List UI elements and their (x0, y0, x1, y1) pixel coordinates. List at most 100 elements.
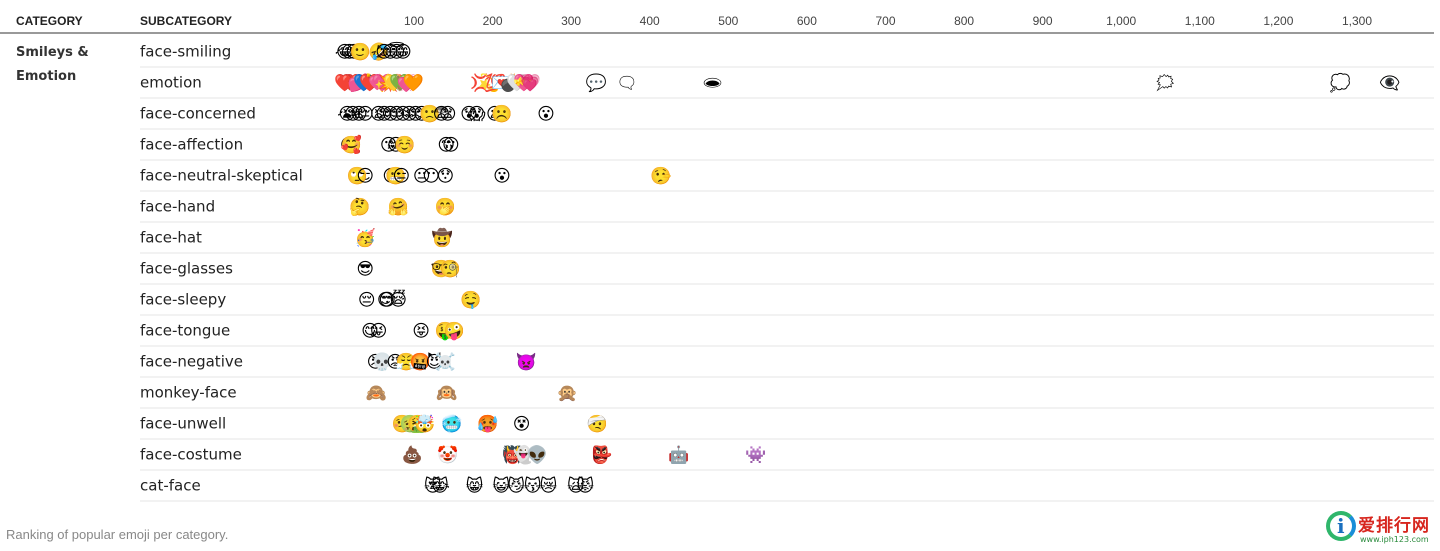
emoji-point[interactable]: 🤬 (410, 353, 431, 373)
emoji-point[interactable]: ☹️ (491, 105, 512, 125)
emoji-point[interactable]: 😏 (356, 167, 374, 187)
emoji-point[interactable]: 💔 (341, 74, 363, 94)
emoji-point[interactable]: 🙀 (567, 476, 585, 497)
emoji-point[interactable]: 🤣 (367, 42, 389, 63)
emoji-point[interactable]: 👺 (591, 444, 613, 466)
emoji-point[interactable]: 💣 (499, 73, 520, 94)
emoji-point[interactable]: 🙈 (366, 384, 387, 404)
emoji-point[interactable]: 💖 (372, 73, 394, 94)
emoji-point[interactable]: 😩 (350, 105, 368, 125)
emoji-point[interactable]: 🤑 (435, 322, 456, 342)
emoji-point[interactable]: 😢 (344, 105, 362, 125)
emoji-point[interactable]: 😕 (413, 105, 431, 125)
emoji-point[interactable]: 💥 (378, 73, 399, 94)
emoji-point[interactable]: 😻 (424, 476, 442, 497)
emoji-point[interactable]: 🤥 (650, 167, 671, 187)
emoji-point[interactable]: 🕳 (702, 74, 724, 94)
emoji-point[interactable]: 😎 (356, 260, 374, 280)
emoji-point[interactable]: 🤤 (460, 291, 481, 311)
emoji-point[interactable]: 💙 (353, 74, 375, 94)
emoji-point[interactable]: 😂 (335, 43, 355, 63)
emoji-point[interactable]: 👿 (516, 353, 537, 373)
emoji-point[interactable]: 😰 (460, 105, 478, 125)
emoji-point[interactable]: 😽 (524, 476, 542, 497)
emoji-point[interactable]: 😟 (407, 105, 425, 125)
emoji-point[interactable]: ❤️ (359, 74, 381, 94)
emoji-point[interactable]: 👹 (502, 445, 523, 466)
emoji-point[interactable]: 💝 (513, 74, 535, 94)
emoji-point[interactable]: 😃 (382, 43, 400, 63)
emoji-point[interactable]: 😸 (466, 476, 484, 497)
emoji-point[interactable]: 😿 (540, 476, 558, 497)
emoji-point[interactable]: 💚 (389, 74, 411, 94)
emoji-point[interactable]: 🙁 (419, 105, 440, 125)
emoji-point[interactable]: 🥵 (477, 415, 498, 435)
emoji-point[interactable]: 😍 (340, 136, 358, 156)
emoji-point[interactable]: 😚 (387, 136, 405, 156)
emoji-point[interactable]: 😡 (386, 353, 404, 373)
emoji-point[interactable]: 💢 (470, 73, 491, 94)
emoji-point[interactable]: 🥰 (341, 135, 362, 156)
emoji-point[interactable]: 😇 (388, 42, 406, 63)
emoji-point[interactable]: 😈 (426, 352, 444, 373)
emoji-point[interactable]: 😨 (433, 105, 451, 125)
emoji-point[interactable]: 🤮 (407, 415, 428, 435)
emoji-point[interactable]: 🧡 (403, 74, 425, 94)
emoji-point[interactable]: 🤪 (444, 322, 465, 342)
emoji-point[interactable]: 😗 (442, 136, 460, 156)
emoji-point[interactable]: 😭 (337, 105, 357, 125)
emoji-point[interactable]: 💛 (383, 74, 405, 94)
emoji-point[interactable]: 👁‍🗨 (1379, 74, 1400, 94)
emoji-point[interactable]: 🙄 (347, 167, 368, 187)
emoji-point[interactable]: ❤️ (334, 74, 356, 94)
emoji-point[interactable]: 🤔 (349, 198, 370, 218)
emoji-point[interactable]: 😤 (396, 353, 417, 373)
emoji-point[interactable]: 🙂 (350, 43, 371, 63)
emoji-point[interactable]: 😪 (389, 291, 407, 311)
emoji-point[interactable]: 😖 (400, 105, 418, 125)
emoji-point[interactable]: 🤭 (435, 198, 456, 218)
emoji-point[interactable]: 💘 (366, 73, 387, 94)
emoji-point[interactable]: 🧐 (440, 260, 461, 280)
emoji-point[interactable]: 😙 (437, 136, 455, 156)
emoji-point[interactable]: 😮 (493, 167, 511, 187)
emoji-point[interactable]: 🤒 (392, 415, 413, 435)
emoji-point[interactable]: 😺 (492, 476, 510, 497)
emoji-point[interactable]: 😘 (380, 136, 398, 156)
emoji-point[interactable]: 😔 (356, 105, 374, 125)
emoji-point[interactable]: 😯 (437, 167, 455, 187)
emoji-point[interactable]: 🤢 (400, 415, 421, 435)
emoji-point[interactable]: 💓 (396, 73, 417, 94)
emoji-point[interactable]: 😊 (345, 43, 363, 63)
emoji-point[interactable]: 😱 (468, 105, 486, 125)
emoji-point[interactable]: 😞 (375, 105, 393, 125)
emoji-point[interactable]: ☺️ (394, 136, 415, 156)
emoji-point[interactable]: 😜 (370, 322, 388, 342)
emoji-point[interactable]: 🤗 (388, 198, 409, 218)
emoji-point[interactable]: 😑 (393, 167, 411, 187)
emoji-point[interactable]: 🙉 (434, 384, 458, 404)
emoji-point[interactable]: 🤯 (414, 414, 435, 435)
emoji-point[interactable]: 😮 (537, 105, 555, 125)
emoji-point[interactable]: 🥳 (355, 228, 376, 249)
emoji-point[interactable]: 😌 (377, 291, 395, 311)
emoji-point[interactable]: 🗨 (616, 74, 638, 94)
emoji-point[interactable]: 💫 (478, 73, 499, 94)
emoji-point[interactable]: 💭 (1330, 73, 1351, 94)
emoji-point[interactable]: 🥶 (441, 414, 462, 435)
emoji-point[interactable]: 😥 (394, 105, 412, 125)
emoji-point[interactable]: 😓 (388, 105, 406, 125)
emoji-point[interactable]: 💀 (372, 352, 393, 373)
emoji-point[interactable]: 😫 (370, 105, 388, 125)
emoji-point[interactable]: 😁 (394, 43, 412, 63)
emoji-point[interactable]: 😐 (413, 167, 431, 187)
emoji-point[interactable]: 💩 (402, 445, 423, 466)
emoji-point[interactable]: 😼 (507, 476, 525, 497)
emoji-point[interactable]: 😦 (486, 105, 504, 125)
emoji-point[interactable]: 😋 (361, 322, 379, 342)
emoji-point[interactable]: 💬 (586, 73, 607, 94)
emoji-point[interactable]: 😝 (412, 322, 430, 342)
emoji-point[interactable]: 🤍 (506, 74, 528, 94)
emoji-point[interactable]: 😹 (430, 476, 450, 497)
emoji-point[interactable]: ☠️ (435, 352, 456, 373)
